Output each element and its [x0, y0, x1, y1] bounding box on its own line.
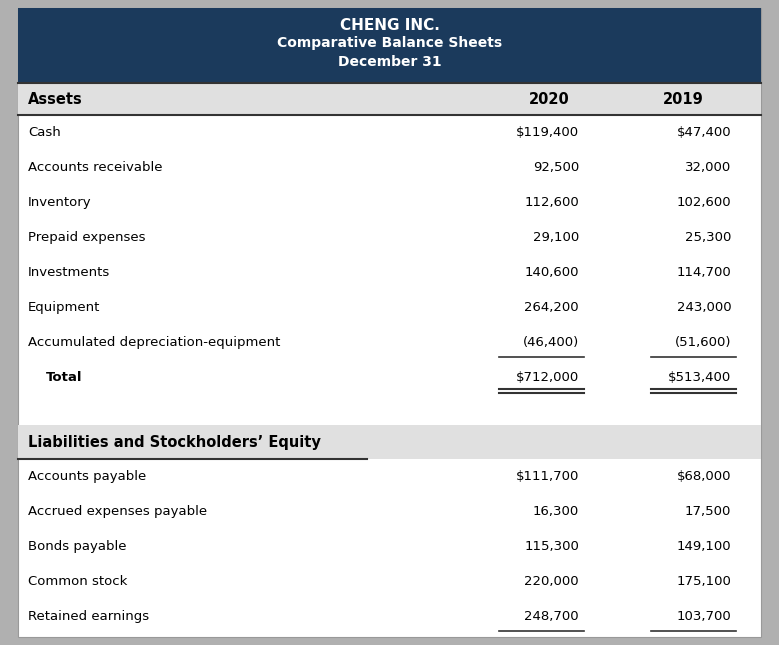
Text: 115,300: 115,300 — [524, 540, 579, 553]
Text: 114,700: 114,700 — [676, 266, 731, 279]
Text: $111,700: $111,700 — [516, 470, 579, 483]
Text: Inventory: Inventory — [28, 196, 92, 209]
Text: 220,000: 220,000 — [524, 575, 579, 588]
Text: 149,100: 149,100 — [677, 540, 731, 553]
Text: 140,600: 140,600 — [524, 266, 579, 279]
Text: Accrued expenses payable: Accrued expenses payable — [28, 505, 207, 518]
Text: 2019: 2019 — [663, 92, 703, 106]
Text: Common stock: Common stock — [28, 575, 128, 588]
Text: 264,200: 264,200 — [524, 301, 579, 314]
Text: 25,300: 25,300 — [685, 231, 731, 244]
Text: Accounts receivable: Accounts receivable — [28, 161, 163, 174]
Text: 103,700: 103,700 — [676, 610, 731, 623]
Text: 29,100: 29,100 — [533, 231, 579, 244]
Bar — [18, 425, 761, 459]
Text: 248,700: 248,700 — [524, 610, 579, 623]
Text: 2020: 2020 — [529, 92, 569, 106]
Text: Comparative Balance Sheets: Comparative Balance Sheets — [277, 37, 502, 50]
Text: Prepaid expenses: Prepaid expenses — [28, 231, 146, 244]
Text: Investments: Investments — [28, 266, 111, 279]
Text: $119,400: $119,400 — [516, 126, 579, 139]
Text: $47,400: $47,400 — [677, 126, 731, 139]
Text: December 31: December 31 — [337, 55, 442, 70]
Text: 92,500: 92,500 — [533, 161, 579, 174]
Text: (46,400): (46,400) — [523, 336, 579, 349]
Text: $68,000: $68,000 — [677, 470, 731, 483]
Text: 175,100: 175,100 — [676, 575, 731, 588]
Text: (51,600): (51,600) — [675, 336, 731, 349]
Text: Accumulated depreciation-equipment: Accumulated depreciation-equipment — [28, 336, 280, 349]
Bar — [18, 83, 761, 115]
Text: Liabilities and Stockholders’ Equity: Liabilities and Stockholders’ Equity — [28, 435, 321, 450]
Text: 102,600: 102,600 — [677, 196, 731, 209]
Text: Bonds payable: Bonds payable — [28, 540, 126, 553]
Text: 32,000: 32,000 — [685, 161, 731, 174]
Text: 16,300: 16,300 — [533, 505, 579, 518]
Text: $712,000: $712,000 — [516, 371, 579, 384]
Text: Equipment: Equipment — [28, 301, 100, 314]
Text: Accounts payable: Accounts payable — [28, 470, 146, 483]
Text: Total: Total — [46, 371, 83, 384]
Text: Assets: Assets — [28, 92, 83, 106]
Text: 243,000: 243,000 — [677, 301, 731, 314]
Text: $513,400: $513,400 — [668, 371, 731, 384]
Text: Retained earnings: Retained earnings — [28, 610, 149, 623]
Text: CHENG INC.: CHENG INC. — [340, 18, 439, 33]
Text: 17,500: 17,500 — [685, 505, 731, 518]
Text: 112,600: 112,600 — [524, 196, 579, 209]
Bar — [18, 8, 761, 83]
Text: Cash: Cash — [28, 126, 61, 139]
